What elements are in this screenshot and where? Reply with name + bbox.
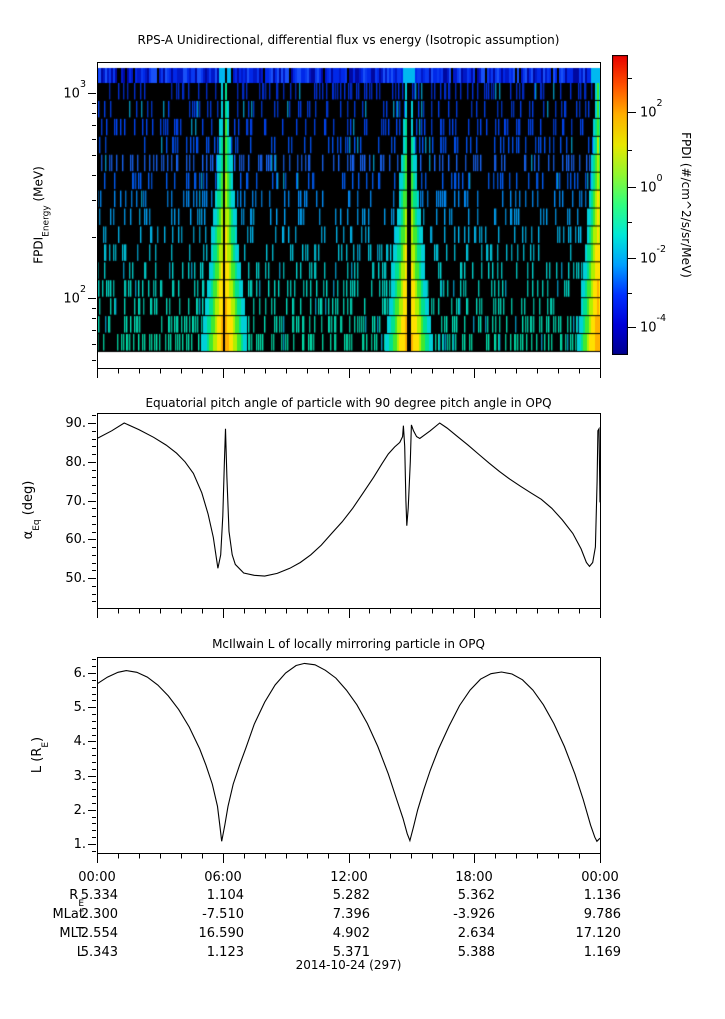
colorbar-tick-label: 102 bbox=[640, 98, 663, 121]
table-value: 9.786 bbox=[583, 907, 621, 922]
colorbar-tick-label: 10-4 bbox=[640, 313, 667, 336]
table-value: 2.634 bbox=[457, 926, 495, 941]
table-row-label: RE bbox=[69, 888, 84, 909]
panel-frame bbox=[97, 413, 601, 609]
panel2-y-tick-label: 70. bbox=[65, 494, 86, 509]
table-row-label: MLat bbox=[52, 907, 84, 922]
panel1-y-axis-label: FPDIEnergy (MeV) bbox=[31, 166, 52, 264]
time-tick-label: 18:00 bbox=[455, 870, 493, 885]
panel3-y-tick-label: 1. bbox=[73, 837, 86, 852]
colorbar-tick-label: 10-2 bbox=[640, 244, 667, 267]
table-value: 16.590 bbox=[198, 926, 245, 941]
time-tick-label: 06:00 bbox=[204, 870, 242, 885]
panel2-y-tick-label: 90. bbox=[65, 416, 86, 431]
table-value: 17.120 bbox=[575, 926, 622, 941]
panel2-y-tick-label: 50. bbox=[65, 571, 86, 586]
panel2-title: Equatorial pitch angle of particle with … bbox=[145, 396, 552, 410]
time-tick-label: 00:00 bbox=[78, 870, 116, 885]
table-value: 5.362 bbox=[457, 888, 495, 903]
colorbar-gradient bbox=[612, 55, 628, 355]
table-row-label: MLT bbox=[59, 926, 84, 941]
table-value: -3.926 bbox=[453, 907, 495, 922]
table-value: 5.388 bbox=[457, 945, 495, 960]
panel-frame bbox=[97, 62, 601, 369]
time-tick-label: 00:00 bbox=[581, 870, 619, 885]
date-label: 2014-10-24 (297) bbox=[295, 958, 402, 972]
table-value: 4.902 bbox=[332, 926, 370, 941]
panel1-title: RPS-A Unidirectional, differential flux … bbox=[137, 33, 560, 47]
panel3-y-tick-label: 3. bbox=[73, 769, 86, 784]
panel1-y-tick-label: 102 bbox=[63, 284, 86, 307]
table-value: -7.510 bbox=[202, 907, 244, 922]
panel3-title: McIlwain L of locally mirroring particle… bbox=[212, 637, 485, 651]
table-value: 7.396 bbox=[332, 907, 370, 922]
panel3-y-tick-label: 4. bbox=[73, 734, 86, 749]
colorbar-tick-label: 100 bbox=[640, 173, 663, 196]
panel1-y-tick-label: 103 bbox=[63, 79, 86, 102]
panel-frame bbox=[97, 657, 601, 854]
panel3-y-axis-label: L (RE) bbox=[30, 736, 51, 774]
panel3-y-tick-label: 2. bbox=[73, 803, 86, 818]
table-value: 5.282 bbox=[332, 888, 370, 903]
table-value: 2.300 bbox=[80, 907, 118, 922]
time-tick-label: 12:00 bbox=[330, 870, 368, 885]
table-row-label: L bbox=[76, 945, 84, 960]
data-curve bbox=[98, 422, 600, 577]
table-value: 1.136 bbox=[583, 888, 621, 903]
panel3-y-tick-label: 5. bbox=[73, 700, 86, 715]
table-value: 5.334 bbox=[80, 888, 118, 903]
data-curve bbox=[98, 662, 600, 843]
table-value: 2.554 bbox=[80, 926, 118, 941]
panel2-y-tick-label: 60. bbox=[65, 532, 86, 547]
table-value: 1.169 bbox=[583, 945, 621, 960]
panel3-y-tick-label: 6. bbox=[73, 666, 86, 681]
table-value: 1.104 bbox=[206, 888, 244, 903]
spectrogram-heatmap bbox=[97, 62, 600, 368]
table-value: 5.371 bbox=[332, 945, 370, 960]
table-value: 1.123 bbox=[206, 945, 244, 960]
table-value: 5.343 bbox=[80, 945, 118, 960]
panel2-y-axis-label: αEq (deg) bbox=[21, 480, 42, 540]
panel2-y-tick-label: 80. bbox=[65, 455, 86, 470]
colorbar-label: FPDI (#/cm^2/s/sr/MeV) bbox=[679, 132, 693, 278]
